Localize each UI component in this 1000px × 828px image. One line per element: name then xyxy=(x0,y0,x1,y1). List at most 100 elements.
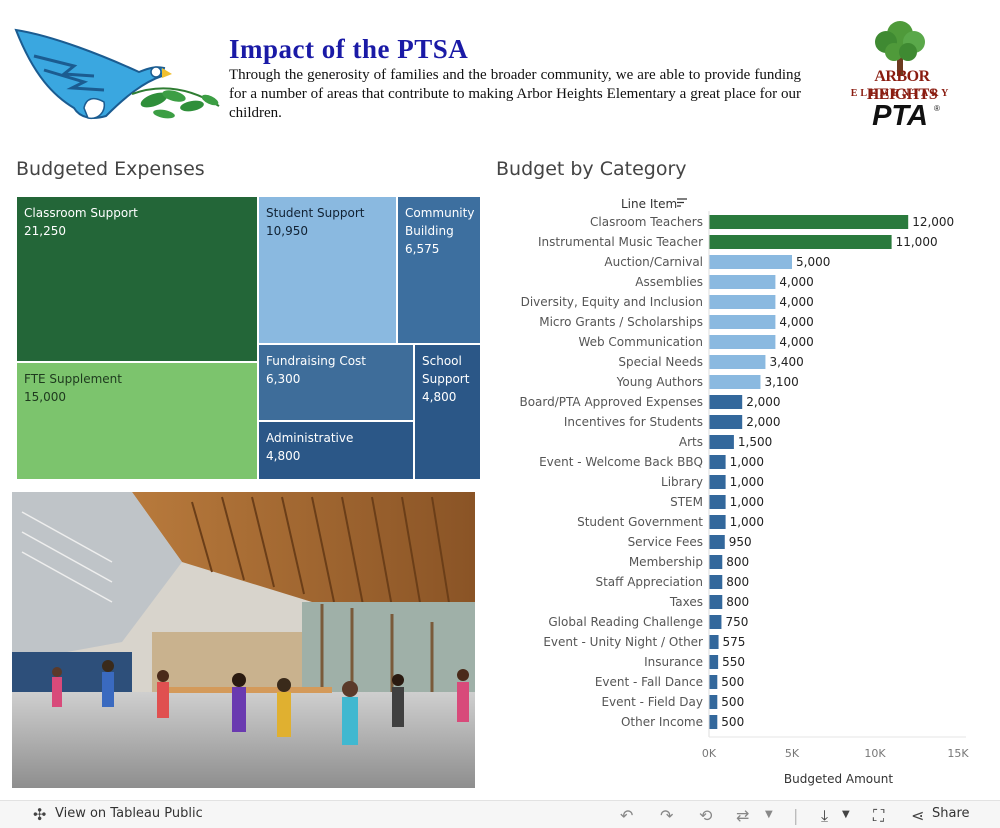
bar[interactable] xyxy=(709,395,743,409)
treemap-cell-value: 6,300 xyxy=(266,372,301,386)
bar[interactable] xyxy=(709,595,723,609)
bar[interactable] xyxy=(709,575,723,589)
refresh-menu-chevron-icon[interactable]: ▼ xyxy=(765,809,773,820)
undo-icon[interactable]: ↶ xyxy=(620,806,634,825)
value-label: 2,000 xyxy=(746,395,780,409)
category-label: Global Reading Challenge xyxy=(548,615,703,629)
school-hallway-photo xyxy=(12,492,475,788)
page-description: Through the generosity of families and t… xyxy=(229,67,801,121)
value-label: 3,400 xyxy=(769,355,803,369)
category-label: Auction/Carnival xyxy=(604,255,703,269)
category-label: Student Government xyxy=(577,515,703,529)
x-tick-label: 0K xyxy=(702,747,717,760)
category-label: Service Fees xyxy=(628,535,703,549)
bar[interactable] xyxy=(709,295,776,309)
value-label: 800 xyxy=(726,595,749,609)
bar[interactable] xyxy=(709,495,726,509)
value-label: 11,000 xyxy=(896,235,938,249)
refresh-icon[interactable]: ⇄ xyxy=(736,806,750,825)
value-label: 800 xyxy=(726,555,749,569)
treemap-cell-student-support[interactable]: Student Support 10,950 xyxy=(258,196,397,344)
category-label: Instrumental Music Teacher xyxy=(538,235,703,249)
bar[interactable] xyxy=(709,315,776,329)
page-title: Impact of the PTSA xyxy=(229,34,469,64)
value-label: 5,000 xyxy=(796,255,830,269)
bar[interactable] xyxy=(709,235,892,249)
category-label: Young Authors xyxy=(616,375,703,389)
download-menu-chevron-icon[interactable]: ▼ xyxy=(842,809,850,820)
bar[interactable] xyxy=(709,715,718,729)
value-label: 800 xyxy=(726,575,749,589)
download-icon[interactable]: ⤓ xyxy=(821,806,829,825)
bar[interactable] xyxy=(709,515,726,529)
category-label: Arts xyxy=(679,435,703,449)
category-label: Web Communication xyxy=(578,335,703,349)
treemap-cell-school-support[interactable]: School Support 4,800 xyxy=(414,344,481,480)
bar[interactable] xyxy=(709,635,719,649)
value-label: 750 xyxy=(725,615,748,629)
category-label: Board/PTA Approved Expenses xyxy=(519,395,703,409)
category-label: Other Income xyxy=(621,715,703,729)
treemap-cell-classroom-support[interactable]: Classroom Support 21,250 xyxy=(16,196,258,362)
value-label: 500 xyxy=(721,715,744,729)
value-label: 3,100 xyxy=(764,375,798,389)
value-label: 1,000 xyxy=(730,455,764,469)
redo-icon[interactable]: ↷ xyxy=(660,806,674,825)
bar[interactable] xyxy=(709,675,718,689)
bar[interactable] xyxy=(709,215,909,229)
category-label: Membership xyxy=(629,555,703,569)
share-button[interactable]: Share xyxy=(932,806,970,821)
treemap-cell-fundraising-cost[interactable]: Fundraising Cost 6,300 xyxy=(258,344,414,421)
treemap-cell-value: 21,250 xyxy=(24,224,66,238)
sort-icon[interactable] xyxy=(677,198,687,207)
treemap-cell-value: 6,575 xyxy=(405,242,440,256)
bar[interactable] xyxy=(709,695,718,709)
bar[interactable] xyxy=(709,335,776,349)
bar[interactable] xyxy=(709,655,719,669)
value-label: 550 xyxy=(722,655,745,669)
bar-chart: Line Item Clasroom Teachers 12,000 Instrume… xyxy=(519,197,969,786)
treemap-cell-value: 4,800 xyxy=(422,390,457,404)
treemap-cell-administrative[interactable]: Administrative 4,800 xyxy=(258,421,414,480)
bar[interactable] xyxy=(709,555,723,569)
category-label: STEM xyxy=(670,495,703,509)
value-label: 1,500 xyxy=(738,435,772,449)
bar-chart-title: Budget by Category xyxy=(496,158,687,180)
category-label: Special Needs xyxy=(618,355,703,369)
bar[interactable] xyxy=(709,275,776,289)
treemap-cell-label: Administrative xyxy=(266,431,354,445)
bar[interactable] xyxy=(709,375,761,389)
category-label: Event - Welcome Back BBQ xyxy=(539,455,703,469)
fullscreen-icon[interactable]: ⛶ xyxy=(873,806,885,825)
value-label: 1,000 xyxy=(730,495,764,509)
logo-school-name: ARBOR HEIGHTS xyxy=(866,68,938,103)
divider-icon: | xyxy=(793,806,799,825)
revert-icon[interactable]: ⟲ xyxy=(699,806,713,825)
category-label: Library xyxy=(661,475,703,489)
treemap-cell-value: 4,800 xyxy=(266,449,301,463)
bar[interactable] xyxy=(709,615,722,629)
bar[interactable] xyxy=(709,415,743,429)
treemap-cell-label: School Support xyxy=(422,354,470,386)
bar[interactable] xyxy=(709,255,792,269)
value-label: 500 xyxy=(721,675,744,689)
bar[interactable] xyxy=(709,475,726,489)
value-label: 4,000 xyxy=(779,335,813,349)
value-label: 4,000 xyxy=(779,275,813,289)
bar[interactable] xyxy=(709,435,734,449)
treemap-cell-fte-supplement[interactable]: FTE Supplement 15,000 xyxy=(16,362,258,480)
bar[interactable] xyxy=(709,355,766,369)
treemap-cell-community-building[interactable]: Community Building 6,575 xyxy=(397,196,481,344)
logo-school-type: ELEMENTARY xyxy=(850,88,952,99)
bar[interactable] xyxy=(709,455,726,469)
x-tick-label: 15K xyxy=(947,747,969,760)
view-on-tableau-link[interactable]: View on Tableau Public xyxy=(55,806,203,821)
hawk-logo xyxy=(14,26,220,126)
category-label: Staff Appreciation xyxy=(595,575,703,589)
value-label: 4,000 xyxy=(779,295,813,309)
category-label: Event - Unity Night / Other xyxy=(543,635,703,649)
tableau-logo-icon: ✣ xyxy=(33,805,47,824)
school-pta-logo: ARBOR HEIGHTS ELEMENTARY PTA ® xyxy=(836,18,966,134)
bar[interactable] xyxy=(709,535,725,549)
share-icon[interactable]: ⋖ xyxy=(911,806,925,825)
